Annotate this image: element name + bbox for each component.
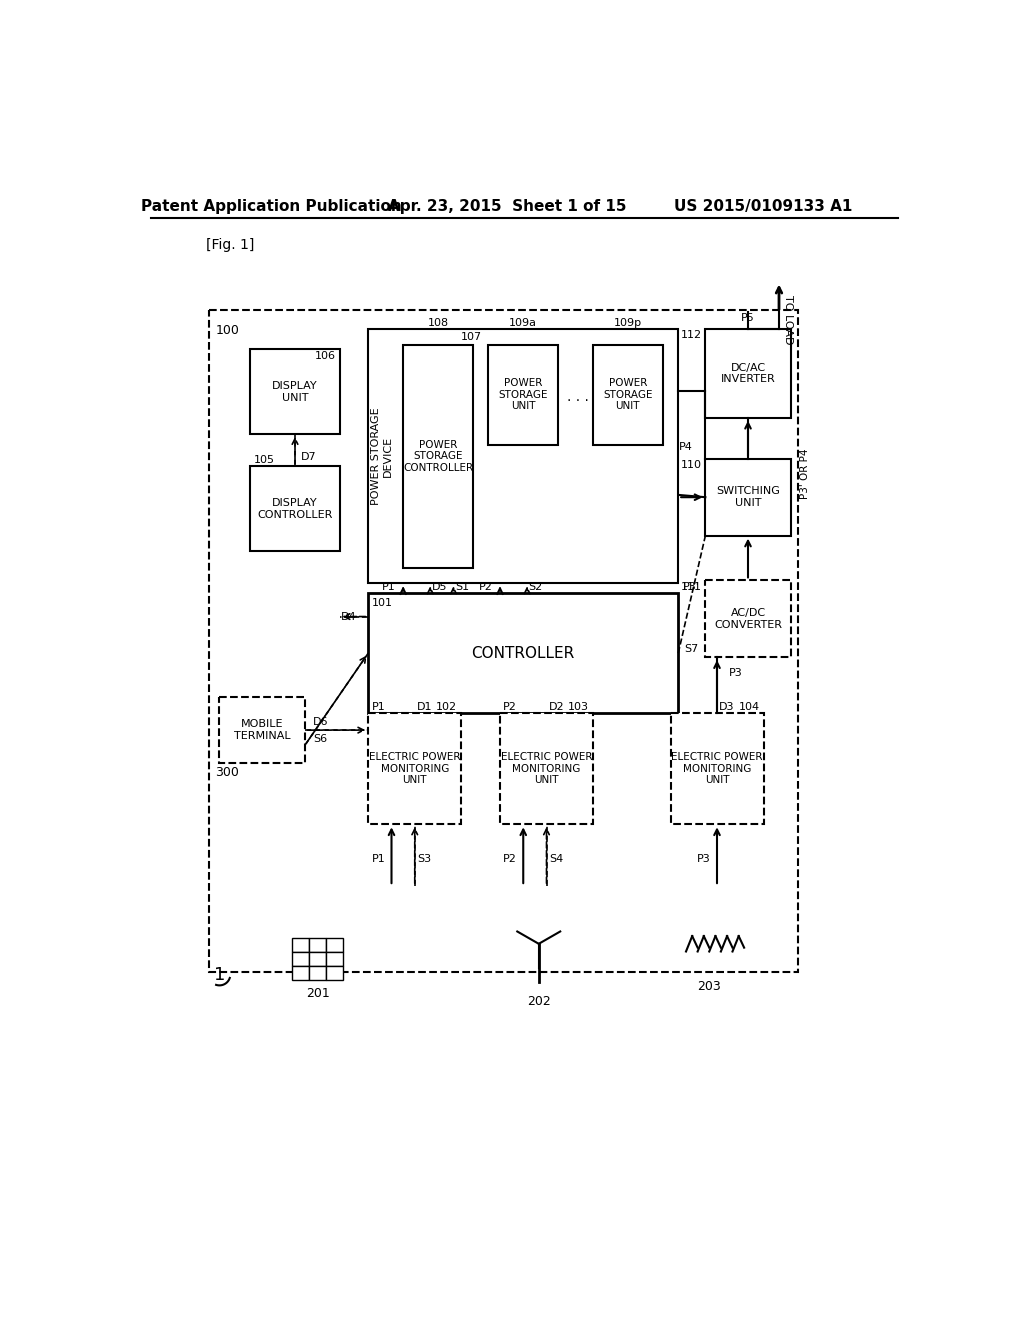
Text: P3': P3' — [683, 582, 699, 591]
Text: P3' OR P4: P3' OR P4 — [800, 449, 810, 499]
Bar — [369, 330, 678, 583]
Bar — [593, 345, 663, 445]
Text: [Fig. 1]: [Fig. 1] — [206, 238, 254, 252]
Text: P1: P1 — [382, 582, 395, 593]
Text: US 2015/0109133 A1: US 2015/0109133 A1 — [675, 198, 853, 214]
Text: ELECTRIC POWER
MONITORING
UNIT: ELECTRIC POWER MONITORING UNIT — [369, 752, 461, 785]
Text: 300: 300 — [216, 766, 240, 779]
Text: D7: D7 — [301, 453, 316, 462]
Bar — [309, 952, 327, 966]
Text: ELECTRIC POWER
MONITORING
UNIT: ELECTRIC POWER MONITORING UNIT — [672, 752, 763, 785]
Text: D2: D2 — [549, 702, 564, 711]
Text: Apr. 23, 2015  Sheet 1 of 15: Apr. 23, 2015 Sheet 1 of 15 — [388, 198, 627, 214]
Text: AC/DC
CONVERTER: AC/DC CONVERTER — [714, 609, 782, 630]
Bar — [500, 713, 593, 825]
Text: Patent Application Publication: Patent Application Publication — [141, 198, 401, 214]
Bar — [671, 713, 764, 825]
Text: D6: D6 — [312, 718, 328, 727]
Text: P1: P1 — [372, 854, 385, 865]
Text: 110: 110 — [681, 459, 701, 470]
Bar — [292, 966, 309, 979]
Text: DISPLAY
UNIT: DISPLAY UNIT — [272, 381, 317, 403]
Text: SWITCHING
UNIT: SWITCHING UNIT — [716, 486, 780, 508]
Bar — [369, 713, 461, 825]
Bar — [403, 345, 473, 568]
Text: S4: S4 — [549, 854, 563, 865]
Text: P2: P2 — [503, 854, 517, 865]
Bar — [292, 939, 309, 952]
Text: POWER
STORAGE
UNIT: POWER STORAGE UNIT — [603, 379, 652, 412]
Text: D1: D1 — [417, 702, 432, 711]
Text: P1: P1 — [372, 702, 385, 711]
Text: 107: 107 — [461, 333, 482, 342]
Text: 100: 100 — [216, 323, 240, 337]
Bar — [706, 330, 791, 418]
Text: 106: 106 — [314, 351, 336, 360]
Text: S1: S1 — [455, 582, 469, 593]
Text: D4: D4 — [341, 611, 356, 622]
Bar — [369, 594, 678, 713]
Text: 109p: 109p — [613, 318, 642, 329]
Text: MOBILE
TERMINAL: MOBILE TERMINAL — [233, 719, 291, 741]
Text: S3: S3 — [417, 854, 431, 865]
Bar — [209, 310, 799, 973]
Text: 203: 203 — [697, 979, 721, 993]
Bar — [292, 952, 309, 966]
Text: DISPLAY
CONTROLLER: DISPLAY CONTROLLER — [257, 498, 333, 520]
Bar — [251, 466, 340, 552]
Text: D5: D5 — [432, 582, 447, 593]
Text: P2: P2 — [503, 702, 517, 711]
Bar — [327, 939, 343, 952]
Text: DC/AC
INVERTER: DC/AC INVERTER — [721, 363, 775, 384]
Text: . . .: . . . — [566, 391, 589, 404]
Text: 102: 102 — [436, 702, 458, 711]
Bar — [309, 966, 327, 979]
Bar — [309, 939, 327, 952]
Text: 105: 105 — [254, 455, 275, 465]
Bar — [327, 952, 343, 966]
Bar — [219, 697, 305, 763]
Text: 108: 108 — [427, 318, 449, 329]
Text: D3: D3 — [719, 702, 735, 711]
Text: 109a: 109a — [509, 318, 538, 329]
Text: 101: 101 — [372, 598, 393, 607]
Text: P5: P5 — [741, 313, 755, 323]
Bar — [488, 345, 558, 445]
Bar — [251, 350, 340, 434]
Text: POWER
STORAGE
CONTROLLER: POWER STORAGE CONTROLLER — [402, 440, 473, 473]
Text: 1: 1 — [214, 966, 225, 983]
Text: POWER
STORAGE
UNIT: POWER STORAGE UNIT — [499, 379, 548, 412]
Text: TO LOAD: TO LOAD — [783, 296, 794, 345]
Text: 201: 201 — [306, 987, 330, 1001]
Text: P4: P4 — [679, 442, 693, 453]
Bar — [327, 966, 343, 979]
Text: POWER STORAGE
DEVICE: POWER STORAGE DEVICE — [372, 408, 393, 506]
Bar — [706, 581, 791, 657]
Text: S2: S2 — [528, 582, 543, 593]
Text: 202: 202 — [527, 995, 551, 1008]
Text: S7: S7 — [684, 644, 698, 655]
Text: 103: 103 — [568, 702, 589, 711]
Text: 111: 111 — [681, 582, 701, 591]
Text: P2: P2 — [478, 582, 493, 593]
Text: P3: P3 — [697, 854, 711, 865]
Text: S6: S6 — [313, 734, 328, 744]
Text: 112: 112 — [680, 330, 701, 341]
Text: P3: P3 — [729, 668, 742, 677]
Text: CONTROLLER: CONTROLLER — [472, 645, 574, 660]
Text: ELECTRIC POWER
MONITORING
UNIT: ELECTRIC POWER MONITORING UNIT — [501, 752, 592, 785]
Bar — [706, 459, 791, 536]
Text: 104: 104 — [738, 702, 760, 711]
